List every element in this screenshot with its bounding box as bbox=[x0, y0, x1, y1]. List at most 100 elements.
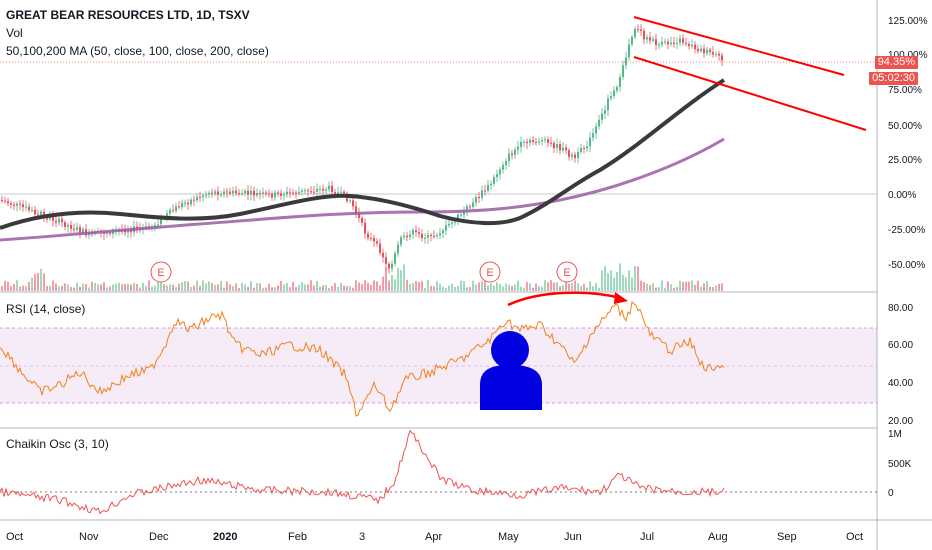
volume-bar bbox=[352, 287, 354, 291]
volume-bar bbox=[70, 286, 72, 291]
candle-body bbox=[154, 225, 156, 227]
volume-bar bbox=[529, 283, 531, 291]
volume-legend[interactable]: Vol bbox=[6, 26, 23, 40]
price-axis[interactable]: 125.00% 100.00% 75.00% 50.00% 25.00% 0.0… bbox=[888, 16, 928, 271]
volume-bar bbox=[334, 282, 336, 291]
channel-upper-line[interactable] bbox=[633, 16, 845, 76]
chaikin-axis[interactable]: 1M 500K 0 bbox=[888, 429, 912, 499]
volume-bar bbox=[40, 268, 42, 291]
candle-body bbox=[670, 42, 672, 45]
volume-bar bbox=[487, 285, 489, 291]
candle-body bbox=[313, 191, 315, 193]
candle-body bbox=[295, 192, 297, 194]
channel-lower-line[interactable] bbox=[633, 56, 867, 131]
symbol-title[interactable]: GREAT BEAR RESOURCES LTD, 1D, TSXV bbox=[6, 8, 250, 22]
price-tick: -50.00% bbox=[888, 260, 925, 271]
volume-bar bbox=[607, 272, 609, 291]
candle-body bbox=[427, 234, 429, 238]
candle-body bbox=[496, 174, 498, 178]
volume-bar bbox=[430, 285, 432, 291]
candle-body bbox=[418, 231, 420, 234]
ma-legend[interactable]: 50,100,200 MA (50, close, 100, close, 20… bbox=[6, 44, 269, 58]
volume-bar bbox=[475, 284, 477, 291]
volume-bar bbox=[451, 283, 453, 291]
rsi-title[interactable]: RSI (14, close) bbox=[6, 302, 86, 316]
candle-body bbox=[376, 241, 378, 244]
volume-bar bbox=[394, 279, 396, 291]
candle-body bbox=[544, 139, 546, 141]
candle-body bbox=[265, 192, 267, 194]
last-price-tag: 94.35% bbox=[874, 56, 918, 69]
volume-bar bbox=[64, 283, 66, 291]
candle-body bbox=[319, 188, 321, 190]
volume-bar bbox=[55, 283, 57, 291]
volume-bar bbox=[625, 277, 627, 291]
rsi-axis[interactable]: 80.00 60.00 40.00 20.00 bbox=[888, 303, 913, 427]
candle-body bbox=[259, 192, 261, 194]
volume-bar bbox=[700, 286, 702, 291]
candle-body bbox=[34, 209, 36, 215]
candle-body bbox=[490, 183, 492, 186]
curved-arrow-annotation[interactable] bbox=[507, 291, 628, 307]
volume-bar bbox=[658, 287, 660, 291]
candle-body bbox=[256, 192, 258, 196]
candle-body bbox=[613, 90, 615, 97]
candle-body bbox=[454, 221, 456, 223]
volume-bar bbox=[556, 282, 558, 291]
price-tick: -25.00% bbox=[888, 225, 925, 236]
volume-bar bbox=[262, 287, 264, 291]
candle-body bbox=[175, 206, 177, 211]
volume-bar bbox=[244, 284, 246, 291]
candle-body bbox=[166, 213, 168, 218]
volume-bar bbox=[28, 281, 30, 291]
volume-bar bbox=[496, 282, 498, 291]
candle-body bbox=[205, 194, 207, 196]
candle-body bbox=[337, 192, 339, 194]
volume-bar bbox=[715, 285, 717, 291]
volume-bar bbox=[280, 280, 282, 291]
candle-body bbox=[424, 237, 426, 239]
candle-body bbox=[619, 77, 621, 87]
candle-body bbox=[46, 218, 48, 220]
volume-bar bbox=[481, 280, 483, 291]
candle-body bbox=[37, 214, 39, 216]
candle-body bbox=[1, 200, 3, 201]
candle-body bbox=[634, 29, 636, 38]
volume-bar bbox=[598, 287, 600, 291]
chaikin-title[interactable]: Chaikin Osc (3, 10) bbox=[6, 437, 109, 451]
volume-bar bbox=[679, 280, 681, 291]
candle-body bbox=[214, 191, 216, 194]
candle-body bbox=[286, 191, 288, 195]
candle-body bbox=[61, 218, 63, 223]
volume-bar bbox=[439, 283, 441, 291]
earnings-marker-3[interactable]: E bbox=[556, 261, 578, 283]
candle-body bbox=[409, 234, 411, 238]
volume-bar bbox=[112, 284, 114, 291]
candle-body bbox=[211, 192, 213, 194]
candle-body bbox=[706, 49, 708, 54]
candle-body bbox=[646, 37, 648, 40]
candle-body bbox=[310, 191, 312, 193]
earnings-marker-1[interactable]: E bbox=[150, 261, 172, 283]
candle-body bbox=[181, 202, 183, 208]
time-axis[interactable]: Oct Nov Dec 2020 Feb 3 Apr May Jun Jul A… bbox=[6, 531, 863, 543]
candle-body bbox=[709, 49, 711, 53]
candle-body bbox=[487, 185, 489, 191]
candle-body bbox=[52, 216, 54, 221]
price-tick: 25.00% bbox=[888, 155, 922, 166]
volume-bar bbox=[274, 287, 276, 291]
earnings-marker-2[interactable]: E bbox=[479, 261, 501, 283]
volume-bar bbox=[190, 286, 192, 291]
volume-bar bbox=[505, 283, 507, 291]
svg-text:80.00: 80.00 bbox=[888, 303, 913, 314]
price-tick: 100.00% bbox=[888, 50, 928, 61]
candle-body bbox=[283, 194, 285, 196]
volume-bar bbox=[118, 282, 120, 291]
candle-body bbox=[574, 154, 576, 159]
volume-bar bbox=[106, 287, 108, 291]
volume-bar bbox=[586, 287, 588, 291]
candle-body bbox=[673, 42, 675, 44]
volume-bar bbox=[376, 281, 378, 291]
candle-body bbox=[523, 141, 525, 143]
